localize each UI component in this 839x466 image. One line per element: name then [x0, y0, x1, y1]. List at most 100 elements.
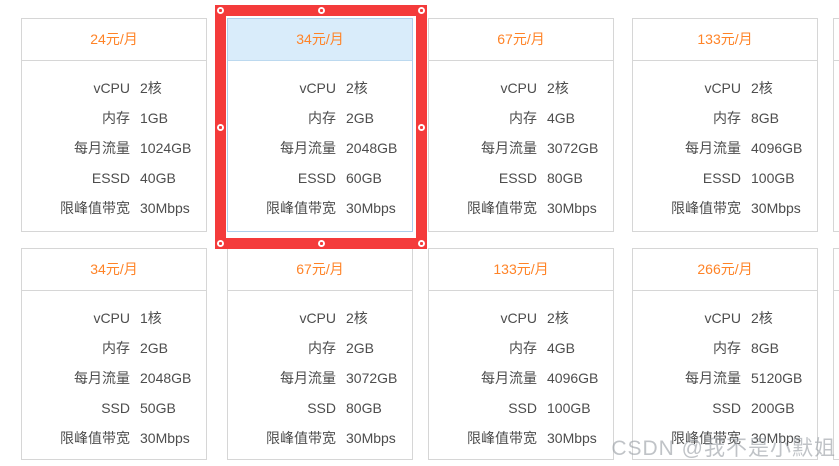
spec-value: 1GB — [140, 110, 169, 126]
spec-value: 2核 — [346, 310, 368, 326]
spec-value: 30Mbps — [547, 430, 597, 446]
spec-label: ESSD — [498, 170, 537, 186]
spec-label: 内存 — [308, 110, 336, 126]
spec-label: vCPU — [93, 80, 130, 96]
spec-label: SSD — [101, 400, 130, 416]
spec-label: vCPU — [704, 80, 741, 96]
spec-label: 限峰值带宽 — [467, 430, 537, 446]
spec-row: SSD 200GB — [633, 393, 817, 423]
selection-handle-bottom-left — [215, 238, 226, 249]
selection-handle-bottom-center — [315, 238, 327, 249]
selection-handle-middle-right — [416, 121, 427, 133]
spec-value: 4GB — [547, 110, 576, 126]
plan-price: 34元/月 — [228, 19, 412, 61]
spec-label: 内存 — [102, 340, 130, 356]
spec-row: 内存 4GB — [429, 103, 613, 133]
spec-row: vCPU 2核 — [429, 303, 613, 333]
plan-card[interactable]: 34元/月 vCPU 1核 内存 2GB 每月流量 2048GB SSD 50G… — [21, 248, 207, 460]
spec-value: 2048GB — [346, 140, 398, 156]
spec-value: 30Mbps — [140, 200, 190, 216]
plan-card[interactable]: 34元/月 vCPU 2核 内存 2GB 每月流量 2048GB ESSD 60… — [227, 18, 413, 232]
spec-row: 内存 2GB — [228, 333, 412, 363]
spec-label: 限峰值带宽 — [671, 200, 741, 216]
spec-label: 每月流量 — [481, 140, 537, 156]
plan-card[interactable]: 266元/月 vCPU 2核 内存 8GB 每月流量 5120GB SSD 20… — [632, 248, 818, 460]
selection-handle-top-right — [416, 5, 427, 16]
spec-value: 2048GB — [140, 370, 192, 386]
spec-row: vCPU 2核 — [228, 73, 412, 103]
spec-value: 30Mbps — [346, 200, 396, 216]
spec-row: vCPU 2核 — [22, 73, 206, 103]
plan-card-body: vCPU 2核 内存 8GB 每月流量 5120GB SSD 200GB 限峰值… — [633, 291, 817, 453]
spec-value: 8GB — [751, 340, 780, 356]
spec-value: 80GB — [547, 170, 583, 186]
plan-card[interactable]: 133元/月 vCPU 2核 内存 4GB 每月流量 4096GB SSD 10… — [428, 248, 614, 460]
spec-value: 30Mbps — [751, 430, 801, 446]
selection-handle-top-left — [215, 5, 226, 16]
spec-row: 每月流量 4096GB — [429, 363, 613, 393]
spec-row: vCPU 2核 — [228, 303, 412, 333]
spec-row: 限峰值带宽 30Mbps — [633, 423, 817, 453]
spec-value: 2GB — [140, 340, 169, 356]
spec-row: 每月流量 4096GB — [633, 133, 817, 163]
plan-card-body: vCPU 2核 内存 1GB 每月流量 1024GB ESSD 40GB 限峰值… — [22, 61, 206, 223]
spec-value: 2核 — [547, 80, 569, 96]
spec-row: 内存 1GB — [22, 103, 206, 133]
plan-card[interactable]: 67元/月 vCPU 2核 内存 4GB 每月流量 3072GB ESSD 80… — [428, 18, 614, 232]
plan-card-body: vCPU 2核 内存 4GB 每月流量 4096GB SSD 100GB 限峰值… — [429, 291, 613, 453]
plan-price: 67元/月 — [429, 19, 613, 61]
spec-value: 2GB — [346, 110, 375, 126]
spec-row: vCPU 2核 — [633, 73, 817, 103]
spec-value: 2核 — [751, 310, 773, 326]
spec-value: 2核 — [140, 80, 162, 96]
plan-card[interactable]: 133元/月 vCPU 2核 内存 8GB 每月流量 4096GB ESSD 1… — [632, 18, 818, 232]
spec-value: 2GB — [346, 340, 375, 356]
spec-value: 40GB — [140, 170, 176, 186]
spec-label: 内存 — [713, 110, 741, 126]
plan-card-body: vCPU 2核 内存 2GB 每月流量 3072GB SSD 80GB 限峰值带… — [228, 291, 412, 453]
spec-label: 限峰值带宽 — [60, 200, 130, 216]
spec-label: 每月流量 — [481, 370, 537, 386]
spec-label: 内存 — [509, 340, 537, 356]
spec-value: 200GB — [751, 400, 795, 416]
plan-price: 67元/月 — [228, 249, 412, 291]
spec-row: 限峰值带宽 30Mbps — [22, 423, 206, 453]
spec-label: 限峰值带宽 — [266, 200, 336, 216]
selection-handle-middle-left — [215, 121, 226, 133]
spec-value: 4096GB — [751, 140, 803, 156]
spec-row: vCPU 2核 — [429, 73, 613, 103]
spec-label: 每月流量 — [280, 370, 336, 386]
spec-value: 60GB — [346, 170, 382, 186]
spec-label: 每月流量 — [74, 370, 130, 386]
spec-value: 30Mbps — [751, 200, 801, 216]
spec-label: 限峰值带宽 — [671, 430, 741, 446]
spec-value: 100GB — [751, 170, 795, 186]
spec-value: 100GB — [547, 400, 591, 416]
spec-label: vCPU — [704, 310, 741, 326]
spec-value: 30Mbps — [140, 430, 190, 446]
clipped-card-row2[interactable] — [833, 248, 839, 460]
plan-card-body: vCPU 2核 内存 4GB 每月流量 3072GB ESSD 80GB 限峰值… — [429, 61, 613, 223]
spec-value: 2核 — [547, 310, 569, 326]
spec-value: 1024GB — [140, 140, 192, 156]
spec-label: 限峰值带宽 — [266, 430, 336, 446]
spec-row: 每月流量 1024GB — [22, 133, 206, 163]
spec-value: 8GB — [751, 110, 780, 126]
spec-row: vCPU 2核 — [633, 303, 817, 333]
clipped-card-row1[interactable] — [833, 18, 839, 232]
spec-row: 内存 2GB — [22, 333, 206, 363]
spec-row: 每月流量 2048GB — [228, 133, 412, 163]
spec-row: 限峰值带宽 30Mbps — [633, 193, 817, 223]
spec-value: 2核 — [346, 80, 368, 96]
spec-label: SSD — [712, 400, 741, 416]
plan-price: 133元/月 — [429, 249, 613, 291]
spec-row: 每月流量 3072GB — [228, 363, 412, 393]
plan-card[interactable]: 24元/月 vCPU 2核 内存 1GB 每月流量 1024GB ESSD 40… — [21, 18, 207, 232]
selection-handle-bottom-right — [416, 238, 427, 249]
spec-label: 内存 — [713, 340, 741, 356]
spec-row: 每月流量 2048GB — [22, 363, 206, 393]
plan-card-body: vCPU 1核 内存 2GB 每月流量 2048GB SSD 50GB 限峰值带… — [22, 291, 206, 453]
plan-price: 34元/月 — [22, 249, 206, 291]
spec-value: 1核 — [140, 310, 162, 326]
plan-card[interactable]: 67元/月 vCPU 2核 内存 2GB 每月流量 3072GB SSD 80G… — [227, 248, 413, 460]
